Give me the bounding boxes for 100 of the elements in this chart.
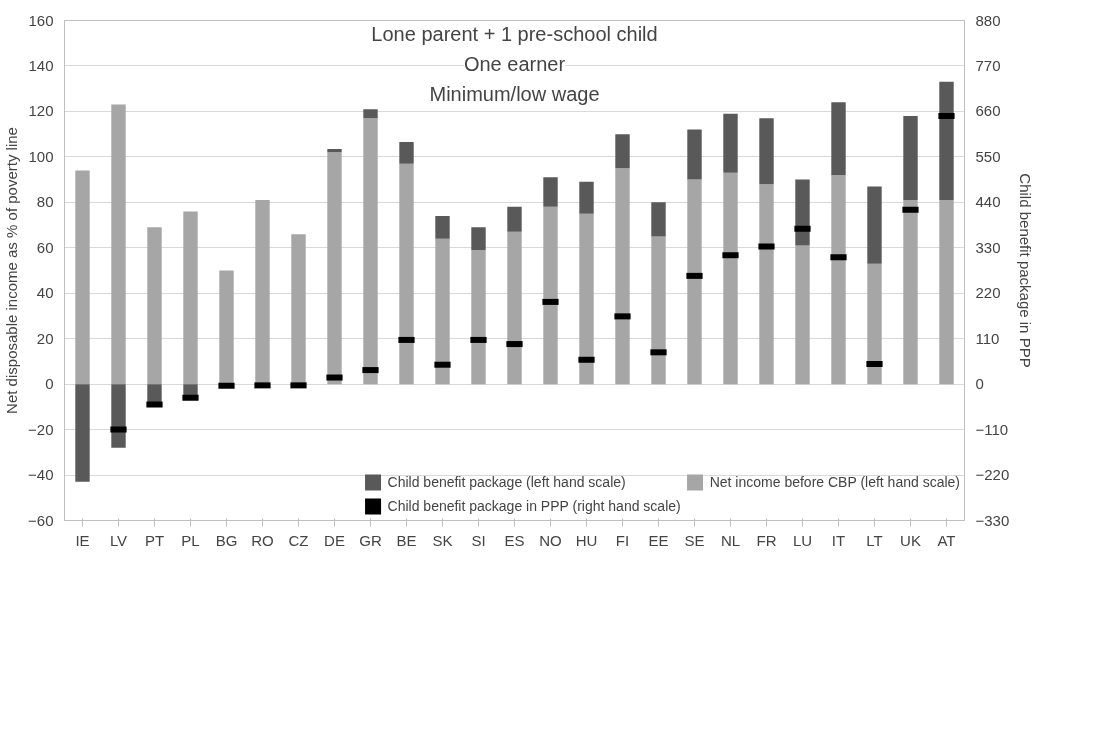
y-axis-title: Net disposable income as % of poverty line <box>3 127 21 414</box>
bar <box>795 245 810 385</box>
bar <box>147 384 162 403</box>
bar <box>615 134 630 169</box>
y2-tick-label: 0 <box>975 375 984 393</box>
bar <box>579 181 594 214</box>
x-tick-label: ES <box>504 531 525 549</box>
bar <box>435 238 450 385</box>
bar <box>939 200 954 385</box>
x-tick-label: FR <box>756 531 777 549</box>
bar <box>687 179 702 385</box>
y2-tick-label: 220 <box>975 284 1001 302</box>
bar <box>183 211 198 385</box>
bar <box>831 102 846 176</box>
bar <box>75 384 90 482</box>
y-tick-label: −60 <box>28 511 54 529</box>
text: Lone parent + 1 pre-school child One earner Minimum/low wage <box>371 22 658 105</box>
bar <box>111 104 126 385</box>
y2-tick-label: 880 <box>975 11 1001 29</box>
bar <box>723 113 738 173</box>
x-tick-label: DE <box>324 531 345 549</box>
bar <box>435 215 450 239</box>
x-tick-label: GR <box>359 531 382 549</box>
bar <box>687 129 702 180</box>
bar <box>399 163 414 385</box>
bar <box>75 170 90 385</box>
y2-tick-label: −330 <box>975 511 1010 529</box>
x-tick-label: CZ <box>288 531 309 549</box>
x-tick-label: SK <box>432 531 453 549</box>
y-tick-label: 20 <box>36 329 54 347</box>
bar <box>219 270 234 385</box>
y-tick-label: 120 <box>28 102 54 120</box>
y2-axis-title: Child benefit package in PPP <box>1017 173 1035 368</box>
bar <box>867 186 882 264</box>
y-tick-label: 0 <box>45 375 54 393</box>
legend-label: Child benefit package in PPP (right hand scale) <box>387 498 681 514</box>
x-tick-label: SE <box>684 531 705 549</box>
bar <box>363 118 378 385</box>
x-tick-label: SI <box>471 531 486 549</box>
bar <box>543 206 558 385</box>
y2-tick-label: −220 <box>975 466 1010 484</box>
x-tick-label: IE <box>75 531 90 549</box>
y2-tick-label: −110 <box>975 420 1009 438</box>
x-tick-label: BG <box>215 531 238 549</box>
y2-tick-label: 770 <box>975 56 1001 74</box>
x-tick-label: UK <box>900 531 921 549</box>
bar <box>651 202 666 237</box>
x-tick-label: IT <box>831 531 846 549</box>
bar <box>759 184 774 385</box>
y2-tick-label: 110 <box>975 329 1000 347</box>
y-tick-label: 160 <box>28 11 54 29</box>
x-tick-label: RO <box>251 531 274 549</box>
bar <box>939 81 954 201</box>
bar <box>507 231 522 385</box>
bar <box>255 200 270 385</box>
y-tick-label: 140 <box>28 56 54 74</box>
y-tick-label: 60 <box>36 238 54 256</box>
bar <box>579 213 594 385</box>
x-tick-label: FI <box>615 531 630 549</box>
bar <box>759 118 774 185</box>
bar <box>327 152 342 385</box>
y2-tick-label: 330 <box>975 238 1001 256</box>
x-tick-label: LU <box>792 531 813 549</box>
x-tick-label: PT <box>144 531 165 549</box>
bar <box>147 227 162 385</box>
x-tick-label: EE <box>648 531 669 549</box>
bar <box>867 263 882 385</box>
bar <box>651 236 666 385</box>
bar <box>327 148 342 153</box>
y-tick-label: −20 <box>28 420 54 438</box>
y-tick-label: 80 <box>36 193 54 211</box>
x-tick-label: NL <box>720 531 741 549</box>
bar <box>399 142 414 164</box>
x-tick-label: LV <box>109 531 128 549</box>
bar <box>615 168 630 385</box>
y-tick-label: 100 <box>28 147 54 165</box>
legend-label: Child benefit package (left hand scale) <box>387 474 626 490</box>
y2-tick-label: 440 <box>975 193 1001 211</box>
bar <box>903 115 918 201</box>
bar <box>903 200 918 385</box>
x-tick-label: BE <box>396 531 417 549</box>
x-tick-label: NO <box>539 531 562 549</box>
bar <box>543 177 558 207</box>
legend-label: Net income before CBP (left hand scale) <box>709 474 960 490</box>
y2-tick-label: 660 <box>975 102 1001 120</box>
bar <box>831 175 846 385</box>
x-tick-label: PL <box>181 531 200 549</box>
y-tick-label: 40 <box>36 284 54 302</box>
x-tick-label: AT <box>937 531 956 549</box>
y-tick-label: −40 <box>28 466 54 484</box>
bar <box>291 234 306 385</box>
bar <box>111 384 126 448</box>
x-tick-label: LT <box>866 531 883 549</box>
bar <box>723 172 738 385</box>
bar <box>471 250 486 385</box>
bar <box>795 179 810 246</box>
bar <box>471 227 486 251</box>
y2-tick-label: 550 <box>975 147 1001 165</box>
bar <box>507 206 522 232</box>
bar <box>363 109 378 119</box>
